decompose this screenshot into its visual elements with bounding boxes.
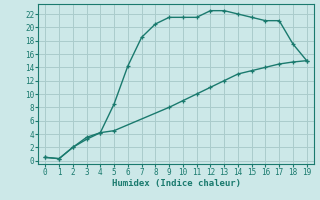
- X-axis label: Humidex (Indice chaleur): Humidex (Indice chaleur): [111, 179, 241, 188]
